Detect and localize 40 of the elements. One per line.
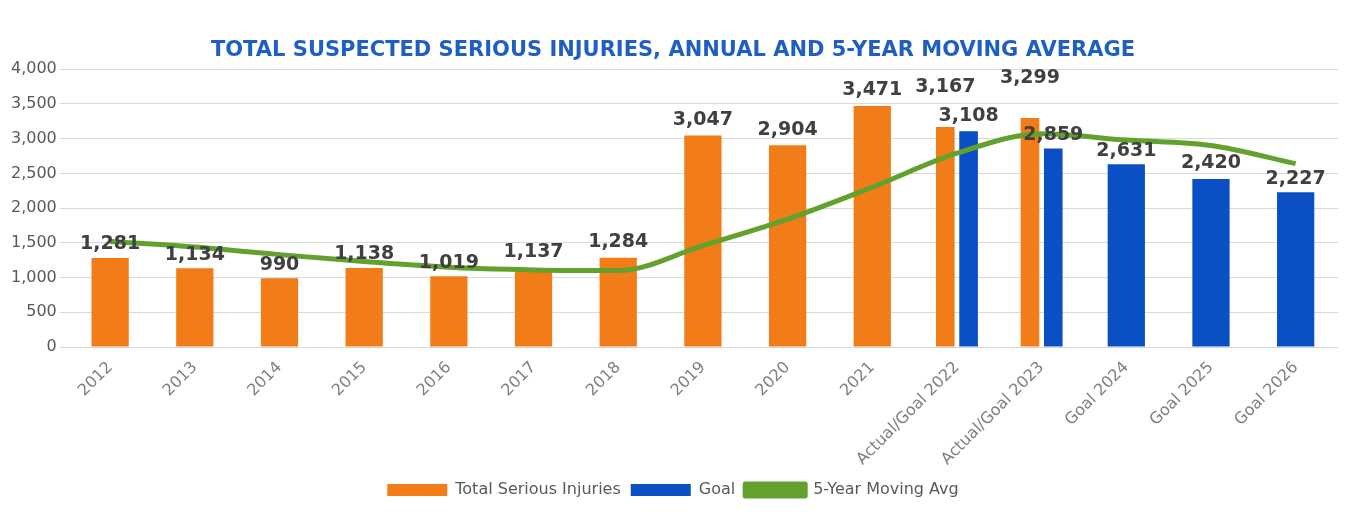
bar [260, 278, 299, 347]
legend-label: Goal [698, 479, 736, 499]
data-label: 2,631 [1096, 137, 1157, 160]
data-label: 3,108 [938, 102, 999, 125]
data-label: 2,859 [1023, 121, 1084, 144]
bar [599, 257, 637, 347]
data-label: 3,471 [842, 77, 903, 100]
y-tick-label: 2,500 [10, 162, 57, 182]
bar [684, 135, 722, 347]
data-label: 1,281 [80, 231, 141, 254]
data-label: 1,284 [588, 229, 649, 252]
bar [91, 258, 129, 347]
bar [430, 276, 468, 347]
data-label: 1,137 [503, 239, 564, 262]
data-label: 2,904 [757, 116, 818, 139]
y-tick-label: 3,000 [10, 127, 57, 147]
y-tick-label: 1,000 [10, 266, 57, 286]
bar [1192, 178, 1230, 347]
bar [1277, 192, 1315, 347]
bar [853, 105, 891, 347]
bar [176, 268, 214, 347]
data-label: 3,047 [672, 106, 733, 129]
bar [345, 267, 383, 347]
data-label: 3,299 [999, 65, 1061, 88]
legend-label: 5-Year Moving Avg [813, 479, 959, 499]
bar [768, 145, 807, 347]
y-tick-label: 0 [46, 336, 57, 356]
data-label: 990 [259, 251, 300, 274]
y-tick-label: 3,500 [10, 93, 57, 113]
y-tick-label: 4,000 [10, 58, 57, 78]
data-label: 3,167 [915, 74, 976, 97]
data-label: 1,138 [334, 241, 395, 264]
data-label: 2,227 [1265, 165, 1326, 188]
legend-label: Total Serious Injuries [454, 479, 621, 499]
chart-title: TOTAL SUSPECTED SERIOUS INJURIES, ANNUAL AND 5-YEAR MOVING AVERAGE [210, 37, 1136, 62]
y-tick-label: 2,000 [10, 197, 57, 217]
y-tick-label: 500 [26, 301, 57, 321]
data-label: 2,420 [1180, 150, 1242, 173]
bar [1107, 164, 1145, 347]
y-tick-label: 1,500 [10, 231, 57, 251]
